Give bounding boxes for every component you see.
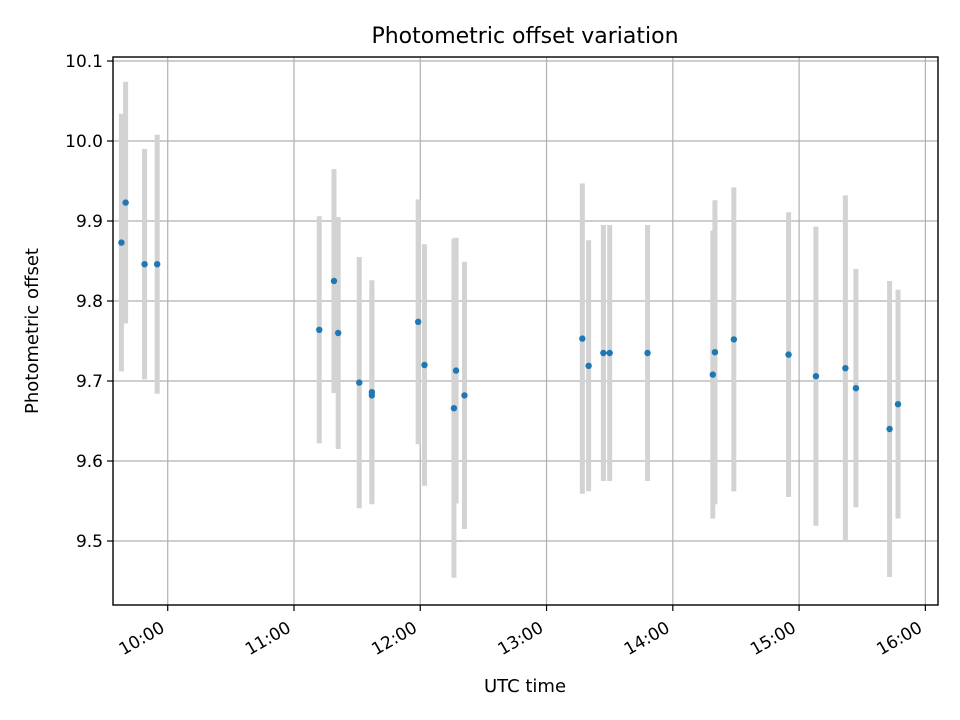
data-point [606,349,613,357]
data-point [414,318,422,325]
data-point [316,326,323,333]
data-point [886,425,893,433]
x-axis-label: UTC time [484,676,566,697]
data-point [812,373,820,380]
data-point [356,379,363,386]
data-point [122,199,129,206]
data-point [334,329,342,337]
data-point [785,351,792,358]
y-tick-label: 10.0 [65,132,103,152]
data-point [730,336,738,343]
data-point [600,349,607,357]
data-point [461,392,468,399]
data-point [330,277,338,285]
y-tick-label: 9.6 [76,452,103,472]
data-point [579,335,586,342]
y-tick-label: 10.1 [65,52,103,72]
y-tick-label: 9.7 [76,372,103,392]
data-point [452,367,460,374]
point-layer [118,199,902,433]
data-point [368,389,376,396]
data-point [644,349,651,357]
data-point [141,261,148,268]
data-point [585,362,592,369]
data-point [852,385,860,392]
y-axis-label: Photometric offset [22,248,43,414]
data-point [450,405,458,412]
y-tick-label: 9.9 [76,212,103,232]
data-point [153,261,161,268]
data-point [709,371,717,378]
chart-title: Photometric offset variation [371,24,678,49]
data-point [842,365,849,372]
data-point [421,361,428,369]
data-point [711,349,719,356]
y-tick-label: 9.8 [76,292,103,312]
data-point [118,239,125,246]
data-point [894,401,902,408]
plot-frame [112,56,939,606]
y-axis: 9.5 9.6 9.7 9.8 9.9 10.0 10.1 [65,52,113,552]
y-tick-label: 9.5 [76,532,103,552]
